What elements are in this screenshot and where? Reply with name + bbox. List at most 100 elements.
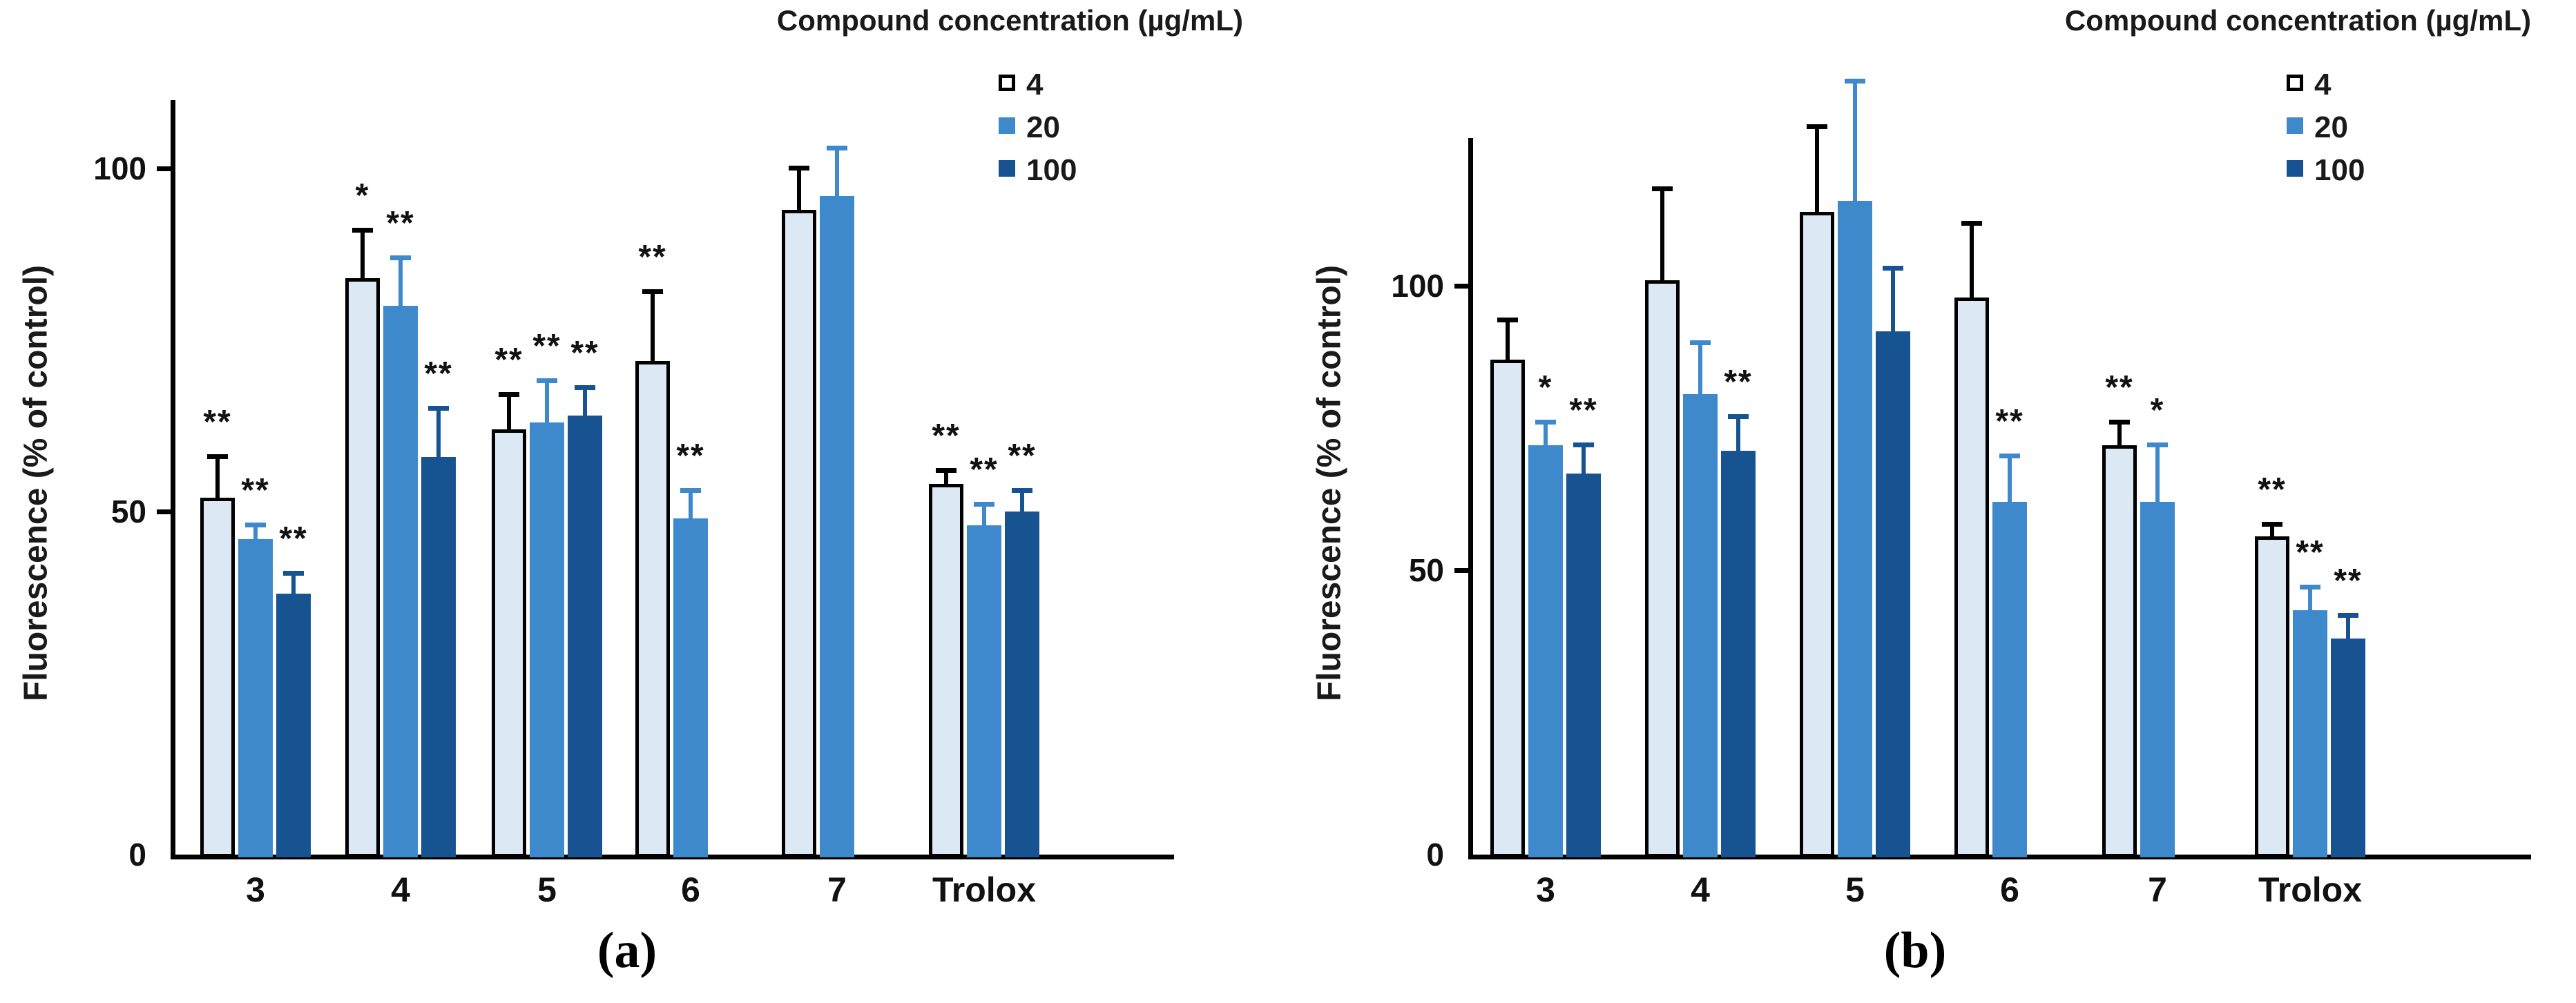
significance-marker: ** [2296, 534, 2325, 571]
significance-marker: ** [2105, 369, 2134, 406]
chart-b: Fluorescence (% of control) Compound con… [1288, 0, 2576, 1003]
chart-a: Fluorescence (% of control) Compound con… [18, 4, 1244, 979]
error-bar-cap [245, 523, 266, 528]
x-tick-label: 3 [1536, 870, 1555, 909]
legend-title: Compound concentration (µg/mL) [2064, 4, 2531, 37]
caption: (a) [597, 922, 657, 979]
bar [967, 525, 1001, 857]
bar [530, 422, 564, 857]
error-bar-whisker [1582, 445, 1586, 474]
legend-title: Compound concentration (µg/mL) [776, 4, 1243, 37]
bar [1954, 297, 1989, 857]
error-bar-whisker [651, 292, 655, 361]
significance-marker: ** [241, 472, 270, 509]
error-bar-whisker [436, 409, 441, 457]
significance-marker: ** [970, 451, 999, 489]
error-bar-whisker [1736, 416, 1740, 451]
error-bar-cap [283, 570, 304, 576]
bar [1992, 502, 2027, 857]
error-bar-cap [1845, 78, 1865, 84]
bar [635, 360, 670, 857]
x-tick-label: 7 [827, 870, 847, 909]
error-bar-cap [499, 392, 519, 398]
error-bar-whisker [835, 148, 839, 197]
significance-marker: ** [676, 438, 705, 475]
bar [782, 209, 816, 857]
error-bar-cap [974, 502, 994, 507]
error-bar-cap [789, 166, 809, 171]
significance-marker: * [355, 177, 370, 214]
error-bar-cap [1999, 454, 2020, 459]
x-tick-label: 5 [1845, 870, 1865, 909]
error-bar-whisker [1853, 81, 1857, 201]
bar [383, 306, 418, 857]
x-tick-label: 4 [391, 870, 410, 909]
caption: (b) [1883, 922, 1947, 979]
y-tick-label: 100 [1391, 268, 1444, 304]
significance-marker: ** [424, 356, 453, 393]
error-bar-cap [1652, 186, 1673, 192]
significance-marker: ** [2334, 563, 2363, 599]
bar [1838, 200, 1872, 857]
error-bar-cap [537, 378, 557, 384]
significance-marker: ** [1995, 403, 2024, 440]
significance-marker: ** [1724, 363, 1753, 400]
significance-marker: ** [638, 239, 667, 276]
error-bar-whisker [215, 456, 220, 498]
error-bar-cap [352, 227, 373, 233]
error-bar-whisker [797, 168, 801, 210]
y-tick-mark [157, 166, 171, 172]
error-bar-cap [1961, 220, 1982, 226]
significance-marker: * [1538, 369, 1553, 406]
bar [1528, 445, 1563, 857]
error-bar-whisker [1660, 189, 1664, 280]
bar [1490, 360, 1525, 857]
error-bar-cap [1497, 317, 1518, 322]
y-tick-label: 100 [93, 150, 146, 187]
error-bar-whisker [2155, 445, 2160, 503]
x-tick-label: 4 [1691, 870, 1710, 909]
error-bar-whisker [361, 230, 365, 279]
error-bar-whisker [398, 257, 403, 306]
bar [1876, 331, 1910, 857]
y-tick-label: 50 [1408, 552, 1444, 589]
significance-marker: ** [1569, 391, 1598, 429]
error-bar-whisker [2117, 422, 2122, 445]
error-bar-whisker [1506, 320, 1510, 360]
bar [1645, 280, 1680, 857]
bar [1683, 393, 1718, 857]
error-bar-cap [1573, 442, 1594, 447]
error-bar-cap [2338, 613, 2358, 618]
y-tick-label: 0 [1426, 837, 1444, 873]
error-bar-cap [428, 406, 449, 411]
error-bar-whisker [1544, 422, 1548, 445]
bar [2255, 536, 2289, 857]
significance-marker: ** [532, 328, 561, 365]
error-bar-whisker [1698, 342, 1702, 394]
bar [820, 196, 854, 857]
bar [2293, 610, 2327, 857]
y-tick-mark [157, 509, 171, 515]
error-bar-cap [2147, 442, 2168, 447]
bar [345, 278, 380, 857]
bar [238, 538, 273, 857]
error-bar-whisker [507, 395, 511, 429]
x-tick-label: 7 [2148, 870, 2167, 909]
plot-area: 0 50 100 3 4 5 6 7 Trolox ** * ** ** ** ** ** ** ** ** ** **… [93, 100, 1174, 909]
error-bar-cap [1690, 340, 1711, 345]
error-bar-cap [2262, 522, 2282, 527]
bar [929, 484, 963, 857]
error-bar-cap [1883, 266, 1903, 271]
error-bar-whisker [2308, 587, 2312, 610]
bar [2102, 445, 2137, 857]
y-tick-label: 0 [128, 837, 146, 873]
error-bar-cap [1807, 124, 1827, 129]
bar [2140, 502, 2175, 857]
x-tick-label: Trolox [2258, 870, 2363, 909]
error-bar-whisker [1891, 269, 1895, 332]
y-axis-line [171, 100, 175, 859]
error-bar-cap [575, 385, 595, 391]
y-tick-mark [1454, 568, 1468, 574]
y-tick-mark [1454, 284, 1468, 289]
